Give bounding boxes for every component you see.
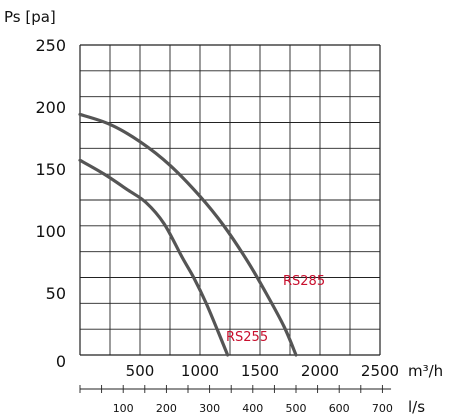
y-axis-ticks: 0 50 100 150 200 250 bbox=[35, 36, 66, 371]
y-tick-label: 200 bbox=[35, 98, 66, 117]
y-tick-label: 100 bbox=[35, 222, 66, 241]
x2-tick-label: 700 bbox=[372, 402, 393, 415]
x-tick-label: 2000 bbox=[301, 362, 339, 380]
x-axis-unit-primary: m³/h bbox=[408, 362, 443, 380]
curve-label-rs255: RS255 bbox=[226, 330, 268, 345]
x2-tick-label: 300 bbox=[199, 402, 220, 415]
y-tick-label: 50 bbox=[46, 284, 66, 303]
curve-rs255 bbox=[78, 158, 230, 357]
x2-tick-label: 500 bbox=[286, 402, 307, 415]
curves: RS285 RS255 bbox=[78, 112, 325, 357]
curve-rs285 bbox=[78, 112, 298, 357]
secondary-x-axis: 100 200 300 400 500 600 700 bbox=[79, 385, 393, 415]
x-tick-label: 2500 bbox=[361, 362, 399, 380]
x2-tick-label: 100 bbox=[113, 402, 134, 415]
y-tick-label: 150 bbox=[35, 160, 66, 179]
x2-tick-label: 600 bbox=[329, 402, 350, 415]
x2-tick-label: 400 bbox=[242, 402, 263, 415]
x-axis-unit-secondary: l/s bbox=[408, 398, 425, 416]
x-tick-label: 500 bbox=[126, 362, 155, 380]
x-tick-label: 1000 bbox=[181, 362, 219, 380]
x-tick-label: 1500 bbox=[241, 362, 279, 380]
x2-tick-label: 200 bbox=[156, 402, 177, 415]
chart-grid bbox=[79, 44, 381, 356]
curve-label-rs285: RS285 bbox=[283, 274, 325, 289]
y-tick-label: 0 bbox=[56, 352, 66, 371]
y-axis-label: Ps [pa] bbox=[4, 8, 56, 26]
x-axis-ticks: 500 1000 1500 2000 2500 bbox=[126, 362, 399, 380]
y-tick-label: 250 bbox=[35, 36, 66, 55]
